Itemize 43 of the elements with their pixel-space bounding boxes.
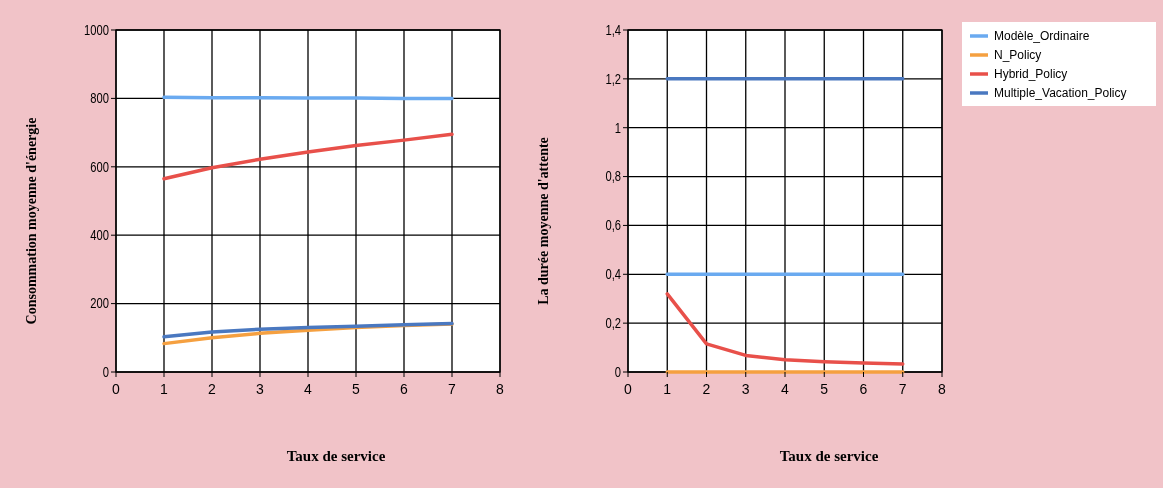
x-tick-label: 5 xyxy=(820,381,829,397)
x-tick-label: 0 xyxy=(624,381,633,397)
x-tick-label: 2 xyxy=(702,381,711,397)
x-tick-label: 6 xyxy=(400,381,409,397)
x-tick-label: 2 xyxy=(208,381,217,397)
y-tick-label: 0,4 xyxy=(605,267,621,283)
x-tick-label: 7 xyxy=(898,381,907,397)
x-tick-label: 1 xyxy=(160,381,169,397)
y-axis-title: Consommation moyenne d'énergie xyxy=(24,117,39,325)
x-tick-label: 1 xyxy=(663,381,672,397)
y-tick-label: 0 xyxy=(614,364,621,381)
x-tick-label: 8 xyxy=(938,381,947,397)
y-tick-label: 800 xyxy=(90,91,109,107)
legend-label: Modèle_Ordinaire xyxy=(994,29,1090,44)
y-tick-label: 1000 xyxy=(84,22,109,39)
y-tick-label: 600 xyxy=(90,159,109,176)
y-axis-title: La durée moyenne d'attente xyxy=(536,137,551,305)
x-tick-label: 4 xyxy=(781,381,790,397)
y-tick-label: 1,2 xyxy=(605,71,621,88)
line-series xyxy=(162,321,454,339)
x-tick-label: 4 xyxy=(304,381,313,397)
x-axis-title: Taux de service xyxy=(286,448,386,464)
y-tick-label: 0,2 xyxy=(605,315,621,332)
x-tick-label: 6 xyxy=(859,381,868,397)
line-series xyxy=(162,132,454,181)
legend-label: N_Policy xyxy=(994,48,1042,63)
y-tick-label: 0,6 xyxy=(605,218,621,234)
x-tick-label: 3 xyxy=(741,381,750,397)
y-tick-label: 1 xyxy=(614,120,621,136)
y-tick-label: 0 xyxy=(102,364,109,381)
x-tick-label: 3 xyxy=(256,381,265,397)
y-tick-label: 400 xyxy=(90,227,109,244)
legend-label: Hybrid_Policy xyxy=(994,67,1068,82)
x-tick-label: 5 xyxy=(352,381,361,397)
y-tick-label: 1,4 xyxy=(605,22,621,39)
legend-label: Multiple_Vacation_Policy xyxy=(994,86,1127,101)
y-tick-label: 0,8 xyxy=(605,169,621,185)
x-tick-label: 0 xyxy=(112,381,121,397)
line-series xyxy=(665,292,905,366)
x-axis-title: Taux de service xyxy=(779,448,879,464)
x-tick-label: 8 xyxy=(496,381,505,397)
x-tick-label: 7 xyxy=(448,381,457,397)
y-tick-label: 200 xyxy=(90,296,109,312)
